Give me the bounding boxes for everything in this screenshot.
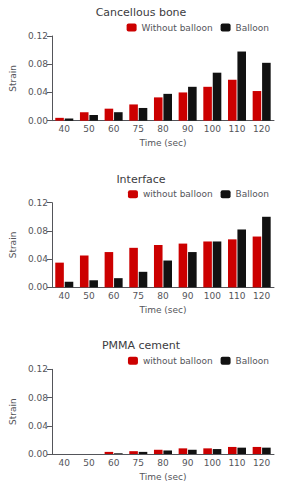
svg-text:0.04: 0.04	[28, 87, 48, 97]
svg-text:100: 100	[204, 124, 221, 134]
svg-text:90: 90	[182, 291, 194, 301]
svg-text:50: 50	[83, 291, 95, 301]
svg-text:75: 75	[133, 124, 144, 134]
svg-text:Time (sec): Time (sec)	[138, 305, 186, 315]
svg-text:100: 100	[204, 291, 221, 301]
svg-text:Strain: Strain	[8, 65, 18, 92]
svg-text:100: 100	[204, 458, 221, 468]
svg-text:80: 80	[157, 458, 169, 468]
svg-text:50: 50	[83, 458, 95, 468]
svg-text:90: 90	[182, 124, 194, 134]
svg-text:Strain: Strain	[8, 398, 18, 425]
svg-text:90: 90	[182, 458, 194, 468]
svg-text:40: 40	[59, 291, 71, 301]
svg-text:Balloon: Balloon	[236, 189, 269, 199]
svg-text:60: 60	[108, 458, 120, 468]
svg-text:75: 75	[133, 291, 144, 301]
svg-text:40: 40	[59, 458, 71, 468]
svg-text:0.12: 0.12	[28, 31, 48, 41]
svg-text:60: 60	[108, 291, 120, 301]
svg-text:0.08: 0.08	[28, 59, 48, 69]
svg-text:110: 110	[228, 291, 245, 301]
svg-text:0.04: 0.04	[28, 254, 48, 264]
svg-text:Strain: Strain	[8, 232, 18, 259]
svg-text:40: 40	[59, 124, 71, 134]
svg-text:50: 50	[83, 124, 95, 134]
svg-text:without balloon: without balloon	[143, 356, 213, 366]
svg-text:120: 120	[253, 291, 270, 301]
svg-text:75: 75	[133, 458, 144, 468]
svg-text:without balloon: without balloon	[143, 189, 213, 199]
svg-text:80: 80	[157, 291, 169, 301]
svg-text:Balloon: Balloon	[236, 23, 269, 33]
svg-text:80: 80	[157, 124, 169, 134]
svg-text:0.00: 0.00	[28, 282, 48, 292]
svg-text:0.12: 0.12	[28, 198, 48, 208]
svg-text:0.08: 0.08	[28, 226, 48, 236]
svg-text:Cancellous bone: Cancellous bone	[96, 6, 187, 19]
svg-text:Without balloon: Without balloon	[142, 23, 213, 33]
svg-text:110: 110	[228, 458, 245, 468]
svg-text:120: 120	[253, 458, 270, 468]
svg-text:Balloon: Balloon	[236, 356, 269, 366]
svg-text:0.00: 0.00	[28, 116, 48, 126]
svg-text:0.12: 0.12	[28, 364, 48, 374]
svg-text:Time (sec): Time (sec)	[138, 472, 186, 482]
svg-text:Time (sec): Time (sec)	[138, 138, 186, 148]
svg-text:120: 120	[253, 124, 270, 134]
svg-text:PMMA cement: PMMA cement	[102, 339, 181, 352]
svg-text:0.00: 0.00	[28, 449, 48, 459]
svg-text:60: 60	[108, 124, 120, 134]
svg-text:0.08: 0.08	[28, 393, 48, 403]
svg-text:Interface: Interface	[116, 173, 165, 186]
svg-text:110: 110	[228, 124, 245, 134]
svg-text:0.04: 0.04	[28, 421, 48, 431]
